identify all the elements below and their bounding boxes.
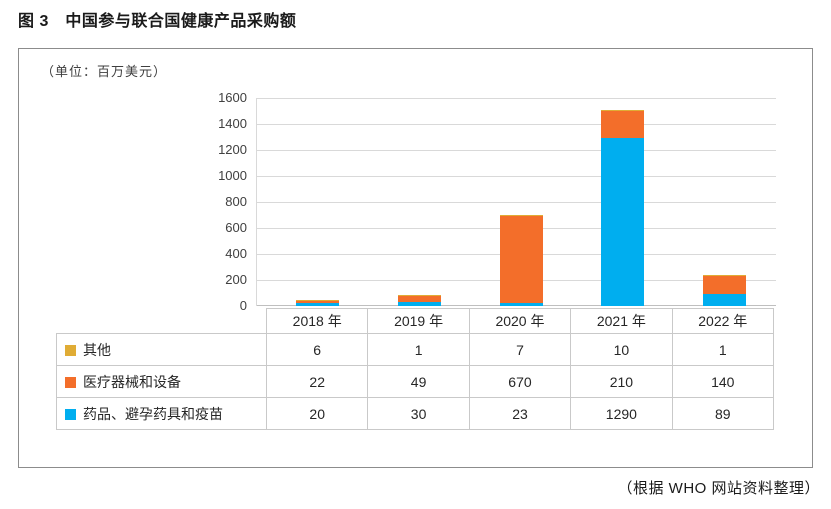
bar-segment	[601, 138, 645, 306]
stacked-bar	[601, 98, 645, 306]
gridline	[257, 123, 776, 125]
gridline	[257, 149, 776, 151]
value-cell: 30	[367, 397, 470, 430]
y-axis-tick-label: 0	[239, 298, 247, 313]
bar-segment	[296, 299, 340, 301]
series-legend-cell: 其他	[56, 333, 267, 366]
source-note: （根据 WHO 网站资料整理）	[617, 480, 820, 497]
y-axis-tick-label: 200	[225, 272, 247, 287]
table-header-row: 2018 年 2019 年 2020 年 2021 年 2022 年	[57, 308, 775, 334]
value-cell: 140	[671, 365, 775, 398]
value-cell: 7	[468, 333, 572, 366]
unit-note: （单位：百万美元）	[41, 64, 168, 79]
bar-segment	[499, 214, 543, 216]
table-row: 药品、避孕药具和疫苗 20 30 23 1290 89	[56, 397, 775, 430]
table-row: 医疗器械和设备 22 49 670 210 140	[56, 365, 775, 398]
bar-segment	[397, 294, 441, 296]
y-axis-tick-label: 1000	[218, 168, 247, 183]
table-year-header: 2019 年	[367, 308, 470, 334]
gridline	[257, 97, 776, 99]
series-legend-cell: 药品、避孕药具和疫苗	[56, 397, 267, 430]
value-cell: 10	[570, 333, 673, 366]
value-cell: 670	[468, 365, 572, 398]
table-year-header: 2021 年	[570, 308, 673, 334]
value-cell: 1	[671, 333, 775, 366]
y-axis-tick-label: 1400	[218, 116, 247, 131]
series-label: 医疗器械和设备	[83, 373, 181, 390]
bar-segment	[397, 302, 441, 306]
value-cell: 1290	[570, 397, 673, 430]
gridline	[257, 201, 776, 203]
table-body: 其他 6 1 7 10 1 医疗器械和设备 22 49 670 210 140 药品、避孕药具和疫苗 20…	[56, 333, 775, 430]
legend-swatch	[65, 376, 76, 388]
stacked-bar	[702, 98, 746, 306]
series-label: 药品、避孕药具和疫苗	[83, 405, 223, 422]
legend-swatch	[65, 344, 76, 356]
bar-segment	[296, 303, 340, 306]
figure-title: 图 3 中国参与联合国健康产品采购额	[18, 13, 297, 30]
table-corner-cell	[57, 309, 267, 334]
figure-frame: （单位：百万美元） 0 200 400 600 800 1000 1200 1400 1600 …	[18, 48, 813, 468]
bar-segment	[499, 303, 543, 306]
series-label: 其他	[83, 341, 111, 358]
table-year-header: 2018 年	[265, 308, 369, 334]
stacked-bar	[296, 98, 340, 306]
value-cell: 1	[367, 333, 470, 366]
stacked-bar	[499, 98, 543, 306]
bar-segment	[296, 300, 340, 304]
value-cell: 23	[468, 397, 572, 430]
table-row: 其他 6 1 7 10 1	[56, 333, 775, 366]
plot-area: 0 200 400 600 800 1000 1200 1400 1600	[218, 91, 776, 313]
legend-swatch	[65, 408, 76, 420]
value-cell: 22	[265, 365, 369, 398]
bar-segment	[601, 111, 645, 139]
y-axis-tick-label: 1200	[218, 142, 247, 157]
gridline	[257, 175, 776, 177]
bar-segment	[702, 275, 746, 277]
stacked-bar	[397, 98, 441, 306]
value-cell: 49	[367, 365, 470, 398]
series-legend-cell: 医疗器械和设备	[56, 365, 267, 398]
bar-segment	[702, 294, 746, 306]
bar-segment	[499, 215, 543, 304]
value-cell: 210	[570, 365, 673, 398]
table-year-header: 2020 年	[468, 308, 572, 334]
bar-segment	[397, 295, 441, 303]
y-axis-tick-label: 800	[225, 194, 247, 209]
value-cell: 20	[265, 397, 369, 430]
value-cell: 89	[671, 397, 775, 430]
table-year-header: 2022 年	[671, 308, 775, 334]
y-axis-tick-label: 400	[225, 246, 247, 261]
bar-segment	[702, 276, 746, 295]
y-axis-tick-label: 1600	[218, 90, 247, 105]
bar-segment	[601, 109, 645, 111]
value-cell: 6	[265, 333, 369, 366]
chart-data-table: 2018 年 2019 年 2020 年 2021 年 2022 年 其他 6 1 7 10 1 医…	[56, 308, 775, 430]
y-axis-tick-label: 600	[225, 220, 247, 235]
